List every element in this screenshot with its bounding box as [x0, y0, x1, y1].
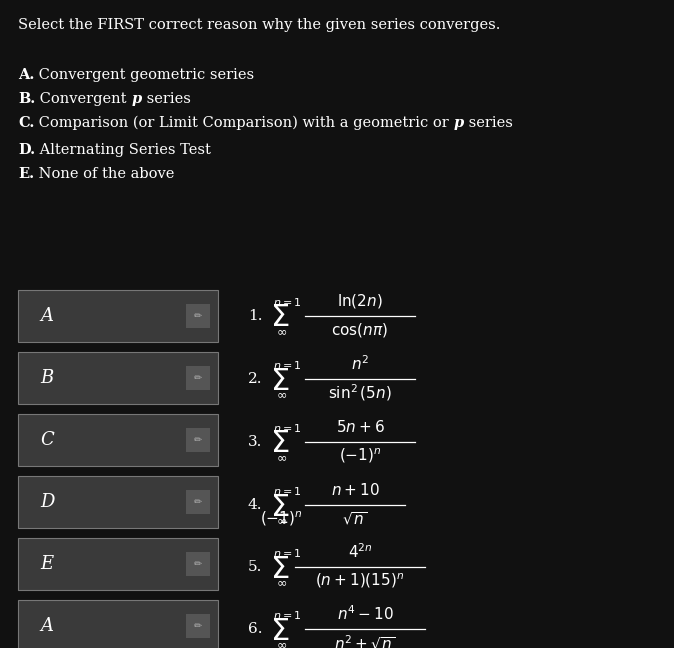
Text: $n + 10$: $n + 10$	[331, 482, 379, 498]
Text: Convergent geometric series: Convergent geometric series	[34, 68, 255, 82]
Text: 6.: 6.	[248, 622, 262, 636]
FancyBboxPatch shape	[186, 366, 210, 390]
Text: A: A	[40, 307, 53, 325]
FancyBboxPatch shape	[186, 304, 210, 328]
Text: 4.: 4.	[248, 498, 262, 512]
Text: $n{=}1$: $n{=}1$	[273, 485, 302, 497]
Text: B.: B.	[18, 92, 35, 106]
FancyBboxPatch shape	[186, 428, 210, 452]
Text: $\infty$: $\infty$	[276, 638, 287, 648]
Text: A.: A.	[18, 68, 34, 82]
Text: 2.: 2.	[248, 372, 262, 386]
Text: None of the above: None of the above	[34, 167, 175, 181]
Text: ✏: ✏	[194, 621, 202, 631]
Text: ✏: ✏	[194, 435, 202, 445]
Text: $n{=}1$: $n{=}1$	[273, 547, 302, 559]
FancyBboxPatch shape	[18, 600, 218, 648]
Text: ✏: ✏	[194, 373, 202, 383]
Text: $n^4 - 10$: $n^4 - 10$	[336, 605, 394, 623]
Text: B: B	[40, 369, 53, 387]
FancyBboxPatch shape	[186, 490, 210, 514]
Text: $\sqrt{n}$: $\sqrt{n}$	[342, 511, 367, 527]
Text: E.: E.	[18, 167, 34, 181]
Text: ✏: ✏	[194, 311, 202, 321]
Text: E: E	[40, 555, 53, 573]
Text: $\infty$: $\infty$	[276, 577, 287, 590]
Text: $\infty$: $\infty$	[276, 389, 287, 402]
Text: $\Sigma$: $\Sigma$	[270, 303, 289, 332]
Text: $(-1)^n$: $(-1)^n$	[339, 446, 381, 465]
Text: $\Sigma$: $\Sigma$	[270, 367, 289, 395]
Text: $(-1)^n$: $(-1)^n$	[260, 510, 303, 528]
Text: series: series	[142, 92, 191, 106]
Text: $\sin^2(5n)$: $\sin^2(5n)$	[328, 383, 392, 403]
Text: $\Sigma$: $\Sigma$	[270, 616, 289, 645]
Text: $n{=}1$: $n{=}1$	[273, 422, 302, 434]
Text: $\Sigma$: $\Sigma$	[270, 430, 289, 459]
Text: $n^2 + \sqrt{n}$: $n^2 + \sqrt{n}$	[334, 634, 396, 648]
Text: $\infty$: $\infty$	[276, 325, 287, 338]
Text: ✏: ✏	[194, 559, 202, 569]
Text: $\Sigma$: $\Sigma$	[270, 492, 289, 522]
Text: A: A	[40, 617, 53, 635]
FancyBboxPatch shape	[18, 538, 218, 590]
Text: $\infty$: $\infty$	[276, 452, 287, 465]
FancyBboxPatch shape	[18, 290, 218, 342]
Text: $\cos(n\pi)$: $\cos(n\pi)$	[332, 321, 388, 339]
Text: Convergent: Convergent	[35, 92, 131, 106]
Text: Select the FIRST correct reason why the given series converges.: Select the FIRST correct reason why the …	[18, 18, 500, 32]
Text: $\Sigma$: $\Sigma$	[270, 555, 289, 583]
Text: $(n+1)(15)^n$: $(n+1)(15)^n$	[315, 572, 404, 590]
Text: D.: D.	[18, 143, 35, 157]
Text: Alternating Series Test: Alternating Series Test	[35, 143, 211, 157]
Text: $n^2$: $n^2$	[351, 354, 369, 373]
Text: series: series	[464, 116, 513, 130]
Text: 3.: 3.	[248, 435, 262, 449]
Text: 5.: 5.	[248, 560, 262, 574]
Text: $n{=}1$: $n{=}1$	[273, 609, 302, 621]
Text: $n{=}1$: $n{=}1$	[273, 296, 302, 308]
Text: $\ln(2n)$: $\ln(2n)$	[337, 292, 383, 310]
FancyBboxPatch shape	[186, 552, 210, 576]
Text: ✏: ✏	[194, 497, 202, 507]
Text: D: D	[40, 493, 55, 511]
FancyBboxPatch shape	[18, 476, 218, 528]
Text: $5n + 6$: $5n + 6$	[336, 419, 384, 435]
Text: p: p	[454, 116, 464, 130]
Text: C.: C.	[18, 116, 34, 130]
Text: C: C	[40, 431, 54, 449]
FancyBboxPatch shape	[18, 352, 218, 404]
Text: $4^{2n}$: $4^{2n}$	[348, 542, 372, 561]
Text: Comparison (or Limit Comparison) with a geometric or: Comparison (or Limit Comparison) with a …	[34, 116, 454, 130]
Text: 1.: 1.	[248, 309, 262, 323]
Text: $n{=}1$: $n{=}1$	[273, 359, 302, 371]
Text: $\infty$: $\infty$	[276, 515, 287, 527]
FancyBboxPatch shape	[186, 614, 210, 638]
FancyBboxPatch shape	[18, 414, 218, 466]
Text: p: p	[131, 92, 142, 106]
